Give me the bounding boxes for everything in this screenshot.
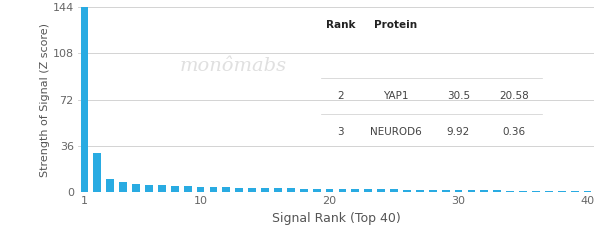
- Bar: [377, 189, 385, 192]
- Bar: [287, 188, 295, 192]
- Bar: [455, 190, 463, 192]
- Bar: [326, 189, 334, 192]
- Text: FGF21: FGF21: [379, 55, 412, 66]
- Y-axis label: Strength of Signal (Z score): Strength of Signal (Z score): [40, 23, 50, 177]
- Bar: [300, 189, 308, 192]
- Bar: [158, 186, 166, 192]
- Bar: [545, 191, 553, 192]
- Text: 0.36: 0.36: [502, 126, 526, 137]
- Bar: [429, 190, 437, 192]
- Text: Protein: Protein: [374, 20, 418, 30]
- Bar: [364, 189, 372, 192]
- Text: monômabs: monômabs: [179, 57, 286, 75]
- Text: 115.94: 115.94: [496, 55, 532, 66]
- Bar: [493, 191, 501, 192]
- Text: 9.92: 9.92: [446, 126, 470, 137]
- Bar: [80, 7, 88, 192]
- Bar: [338, 189, 346, 192]
- Text: Rank: Rank: [326, 20, 356, 30]
- Text: YAP1: YAP1: [383, 91, 409, 101]
- Bar: [132, 184, 140, 192]
- Bar: [584, 191, 592, 192]
- Bar: [532, 191, 540, 192]
- Bar: [248, 188, 256, 192]
- Bar: [313, 189, 320, 192]
- Bar: [171, 186, 179, 192]
- Bar: [467, 190, 475, 192]
- Bar: [145, 185, 153, 192]
- Bar: [184, 186, 191, 192]
- Bar: [558, 191, 566, 192]
- Text: 1: 1: [338, 55, 344, 66]
- Bar: [261, 188, 269, 192]
- Bar: [352, 189, 359, 192]
- Text: 20.58: 20.58: [499, 91, 529, 101]
- Text: NEUROD6: NEUROD6: [370, 126, 422, 137]
- Text: S score: S score: [493, 20, 536, 30]
- Text: 2: 2: [338, 91, 344, 101]
- Bar: [519, 191, 527, 192]
- Bar: [274, 188, 282, 192]
- Bar: [390, 189, 398, 192]
- Text: 146.44: 146.44: [440, 55, 476, 66]
- Bar: [223, 187, 230, 192]
- Bar: [197, 187, 205, 192]
- Bar: [442, 190, 449, 192]
- Bar: [119, 182, 127, 192]
- Text: Z score: Z score: [437, 20, 480, 30]
- Bar: [94, 153, 101, 192]
- Bar: [481, 190, 488, 192]
- Bar: [235, 188, 243, 192]
- Bar: [571, 191, 578, 192]
- Bar: [506, 191, 514, 192]
- Text: 30.5: 30.5: [446, 91, 470, 101]
- Bar: [403, 190, 411, 192]
- X-axis label: Signal Rank (Top 40): Signal Rank (Top 40): [272, 212, 400, 225]
- Bar: [416, 190, 424, 192]
- Text: 3: 3: [338, 126, 344, 137]
- Bar: [106, 179, 114, 192]
- Bar: [209, 187, 217, 192]
